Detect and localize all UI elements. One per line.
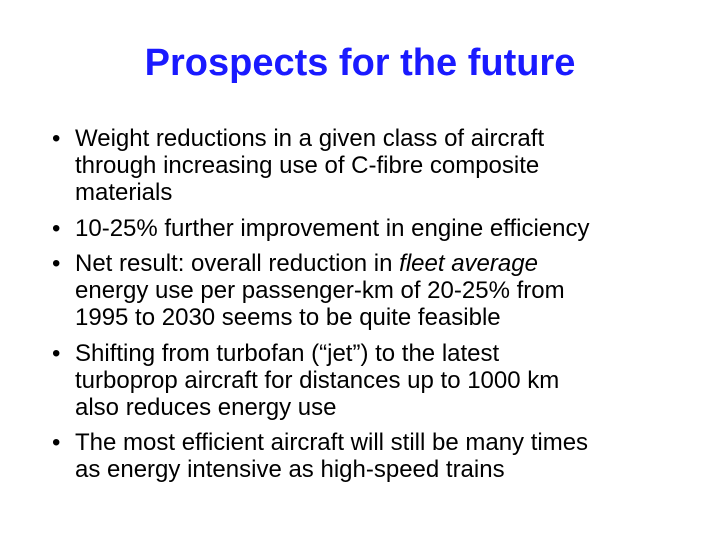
bullet-text: Net result: overall reduction in (75, 250, 400, 277)
bullet-item: Weight reductions in a given class of ai… (52, 125, 692, 206)
bullet-emphasis: fleet average (399, 250, 538, 277)
bullet-item: Shifting from turbofan (“jet”) to the la… (52, 340, 692, 421)
bullet-item: The most efficient aircraft will still b… (52, 429, 692, 483)
bullet-line: Weight reductions in a given class of ai… (75, 125, 545, 152)
bullet-line: 10-25% further improvement in engine eff… (75, 214, 590, 242)
bullet-item: Net result: overall reduction in fleet a… (52, 250, 692, 331)
bullet-line: Net result: overall reduction in fleet a… (75, 250, 692, 277)
bullet-line: through increasing use of C-fibre compos… (75, 152, 540, 179)
bullet-line: also reduces energy use (75, 393, 337, 421)
bullet-line: turboprop aircraft for distances up to 1… (75, 366, 560, 394)
bullet-line: Shifting from turbofan (“jet”) to the la… (75, 339, 500, 367)
bullet-line: The most efficient aircraft will still b… (75, 429, 589, 456)
bullet-list: Weight reductions in a given class of ai… (52, 125, 692, 492)
bullet-line: 1995 to 2030 seems to be quite feasible (75, 304, 501, 331)
bullet-line: materials (75, 179, 173, 206)
bullet-line: as energy intensive as high-speed trains (75, 456, 505, 483)
bullet-line: energy use per passenger-km of 20-25% fr… (75, 277, 565, 304)
bullet-item: 10-25% further improvement in engine eff… (52, 215, 692, 242)
slide-title: Prospects for the future (144, 42, 576, 84)
